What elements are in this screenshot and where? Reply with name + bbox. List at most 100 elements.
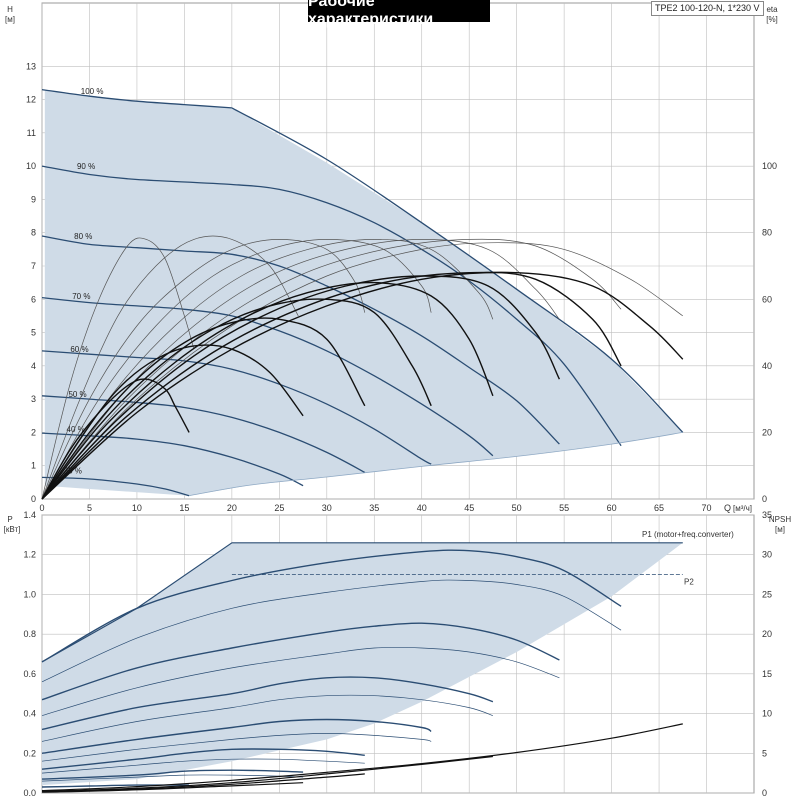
eta-curve [41, 239, 366, 500]
npsh-tick-label: 30 [762, 550, 772, 560]
head-y-tick-label: 6 [31, 294, 36, 304]
head-y-tick-label: 0 [31, 494, 36, 504]
power-y-tick-label: 1.4 [23, 510, 36, 520]
speed-curve-label: 100 % [81, 87, 104, 96]
eta-tick-label: 100 [762, 161, 777, 171]
head-x-tick-label: 20 [227, 503, 237, 513]
npsh-tick-label: 0 [762, 788, 767, 798]
npsh-axis-label: NPSH [769, 515, 791, 524]
head-x-tick-label: 15 [179, 503, 189, 513]
head-axis-unit: [м] [5, 15, 15, 24]
flow-axis-label: Q [724, 503, 731, 513]
eta-curve [41, 344, 304, 500]
head-y-tick-label: 5 [31, 328, 36, 338]
head-x-tick-label: 40 [417, 503, 427, 513]
npsh-tick-label: 15 [762, 669, 772, 679]
eta-tick-label: 20 [762, 427, 772, 437]
speed-curve [41, 165, 622, 447]
head-y-tick-label: 9 [31, 194, 36, 204]
power-y-tick-label: 0.8 [23, 629, 36, 639]
head-x-tick-label: 35 [369, 503, 379, 513]
power-y-tick-label: 0.0 [23, 788, 36, 798]
speed-curve [41, 432, 304, 487]
head-x-tick-label: 50 [512, 503, 522, 513]
flow-axis-unit: [м³/ч] [733, 504, 752, 513]
head-y-tick-label: 10 [26, 161, 36, 171]
speed-curve-label: 70 % [72, 292, 90, 301]
eta-tick-label: 60 [762, 294, 772, 304]
p1-curve [41, 718, 432, 754]
head-y-tick-label: 13 [26, 61, 36, 71]
eta-curve [41, 378, 190, 500]
speed-curve-label: 80 % [74, 232, 92, 241]
eta-curve [41, 271, 684, 500]
head-operating-area [42, 89, 683, 496]
power-axis-label: P [7, 515, 12, 524]
head-x-tick-label: 65 [654, 503, 664, 513]
p2-curve [41, 694, 494, 742]
p1-curve [41, 549, 622, 663]
p1-series-label: P1 (motor+freq.converter) [642, 530, 734, 539]
npsh-curve [41, 773, 365, 792]
eta-tick-label: 40 [762, 361, 772, 371]
speed-curve [41, 235, 560, 445]
speed-curve [41, 395, 366, 473]
eta-curve [41, 237, 195, 500]
speed-curve [41, 88, 232, 109]
p2-series-label: P2 [684, 578, 694, 587]
npsh-tick-label: 5 [762, 748, 767, 758]
head-x-tick-label: 55 [559, 503, 569, 513]
head-y-tick-label: 7 [31, 261, 36, 271]
eta-curve [41, 242, 684, 500]
head-y-tick-label: 8 [31, 228, 36, 238]
eta-curve [41, 271, 622, 500]
pump-model-label: TPE2 100-120-N, 1*230 V [651, 1, 764, 16]
p2-curve [41, 758, 365, 774]
eta-axis-label: eta [766, 5, 778, 14]
head-x-tick-label: 10 [132, 503, 142, 513]
power-operating-area [42, 542, 683, 786]
head-axis-label: H [7, 5, 13, 14]
power-y-tick-label: 1.2 [23, 550, 36, 560]
p1-limit-line [41, 542, 683, 663]
eta-axis-unit: [%] [766, 15, 778, 24]
npsh-axis-unit: [м] [775, 525, 785, 534]
speed-curve [231, 107, 684, 433]
speed-curve [41, 350, 432, 465]
head-min-boundary [189, 432, 683, 497]
power-y-tick-label: 1.0 [23, 589, 36, 599]
head-x-tick-label: 70 [702, 503, 712, 513]
power-axis-unit: [кВт] [4, 525, 21, 534]
npsh-tick-label: 35 [762, 510, 772, 520]
speed-curve [41, 476, 190, 497]
speed-curve-label: 25 % [64, 467, 82, 476]
eta-curve [41, 239, 432, 500]
eta-tick-label: 80 [762, 228, 772, 238]
speed-curve-label: 90 % [77, 162, 95, 171]
head-x-tick-label: 25 [274, 503, 284, 513]
speed-curve-label: 40 % [67, 425, 85, 434]
p2-curve [41, 579, 622, 683]
head-y-tick-label: 2 [31, 427, 36, 437]
speed-curve-label: 60 % [70, 345, 88, 354]
head-y-tick-label: 4 [31, 361, 36, 371]
eta-curve [41, 275, 561, 500]
head-y-tick-label: 12 [26, 95, 36, 105]
p2-curve [41, 733, 432, 762]
head-x-tick-label: 60 [607, 503, 617, 513]
head-y-tick-label: 1 [31, 461, 36, 471]
npsh-curve [41, 782, 304, 793]
eta-curve [41, 235, 299, 500]
p1-curve [41, 769, 304, 780]
head-x-tick-label: 45 [464, 503, 474, 513]
chart-title: Рабочие характеристики [308, 0, 490, 28]
power-npsh-panel: 0.00.20.40.60.81.01.21.405101520253035P[… [4, 510, 792, 798]
p1-curve [41, 676, 494, 731]
npsh-tick-label: 20 [762, 629, 772, 639]
eta-curve [41, 238, 622, 500]
eta-curve [41, 281, 494, 500]
speed-curve [41, 296, 494, 457]
npsh-tick-label: 25 [762, 589, 772, 599]
p1-curve [41, 622, 560, 701]
